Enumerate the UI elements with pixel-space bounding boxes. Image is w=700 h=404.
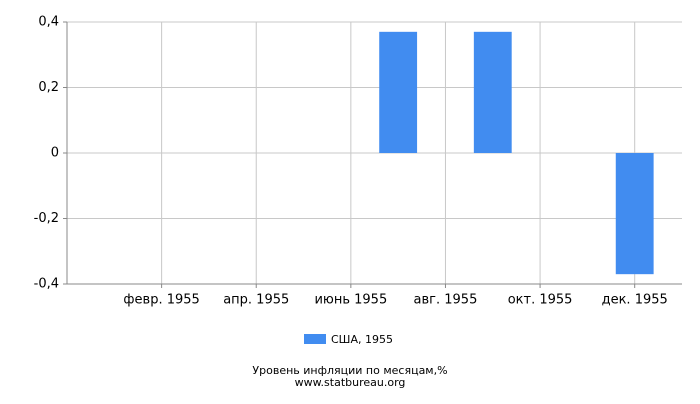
y-tick-label: 0,4 [38, 15, 59, 30]
x-tick-label: дек. 1955 [602, 293, 668, 308]
x-tick-label: февр. 1955 [123, 293, 199, 308]
bar [615, 153, 654, 275]
x-tick-label: апр. 1955 [223, 293, 289, 308]
footer-title: Уровень инфляции по месяцам,% [252, 364, 447, 377]
y-tick-label: -0,4 [34, 277, 59, 292]
legend-label: США, 1955 [331, 333, 393, 346]
y-tick-label: -0,2 [34, 211, 59, 226]
x-tick-label: авг. 1955 [414, 293, 478, 308]
legend-swatch [304, 334, 326, 344]
y-tick-label: 0 [51, 146, 59, 161]
footer-source: www.statbureau.org [295, 376, 406, 389]
bar [473, 31, 512, 154]
x-tick-label: окт. 1955 [508, 293, 573, 308]
bar [379, 31, 418, 154]
y-tick-label: 0,2 [38, 80, 59, 95]
x-tick-label: июнь 1955 [314, 293, 387, 308]
